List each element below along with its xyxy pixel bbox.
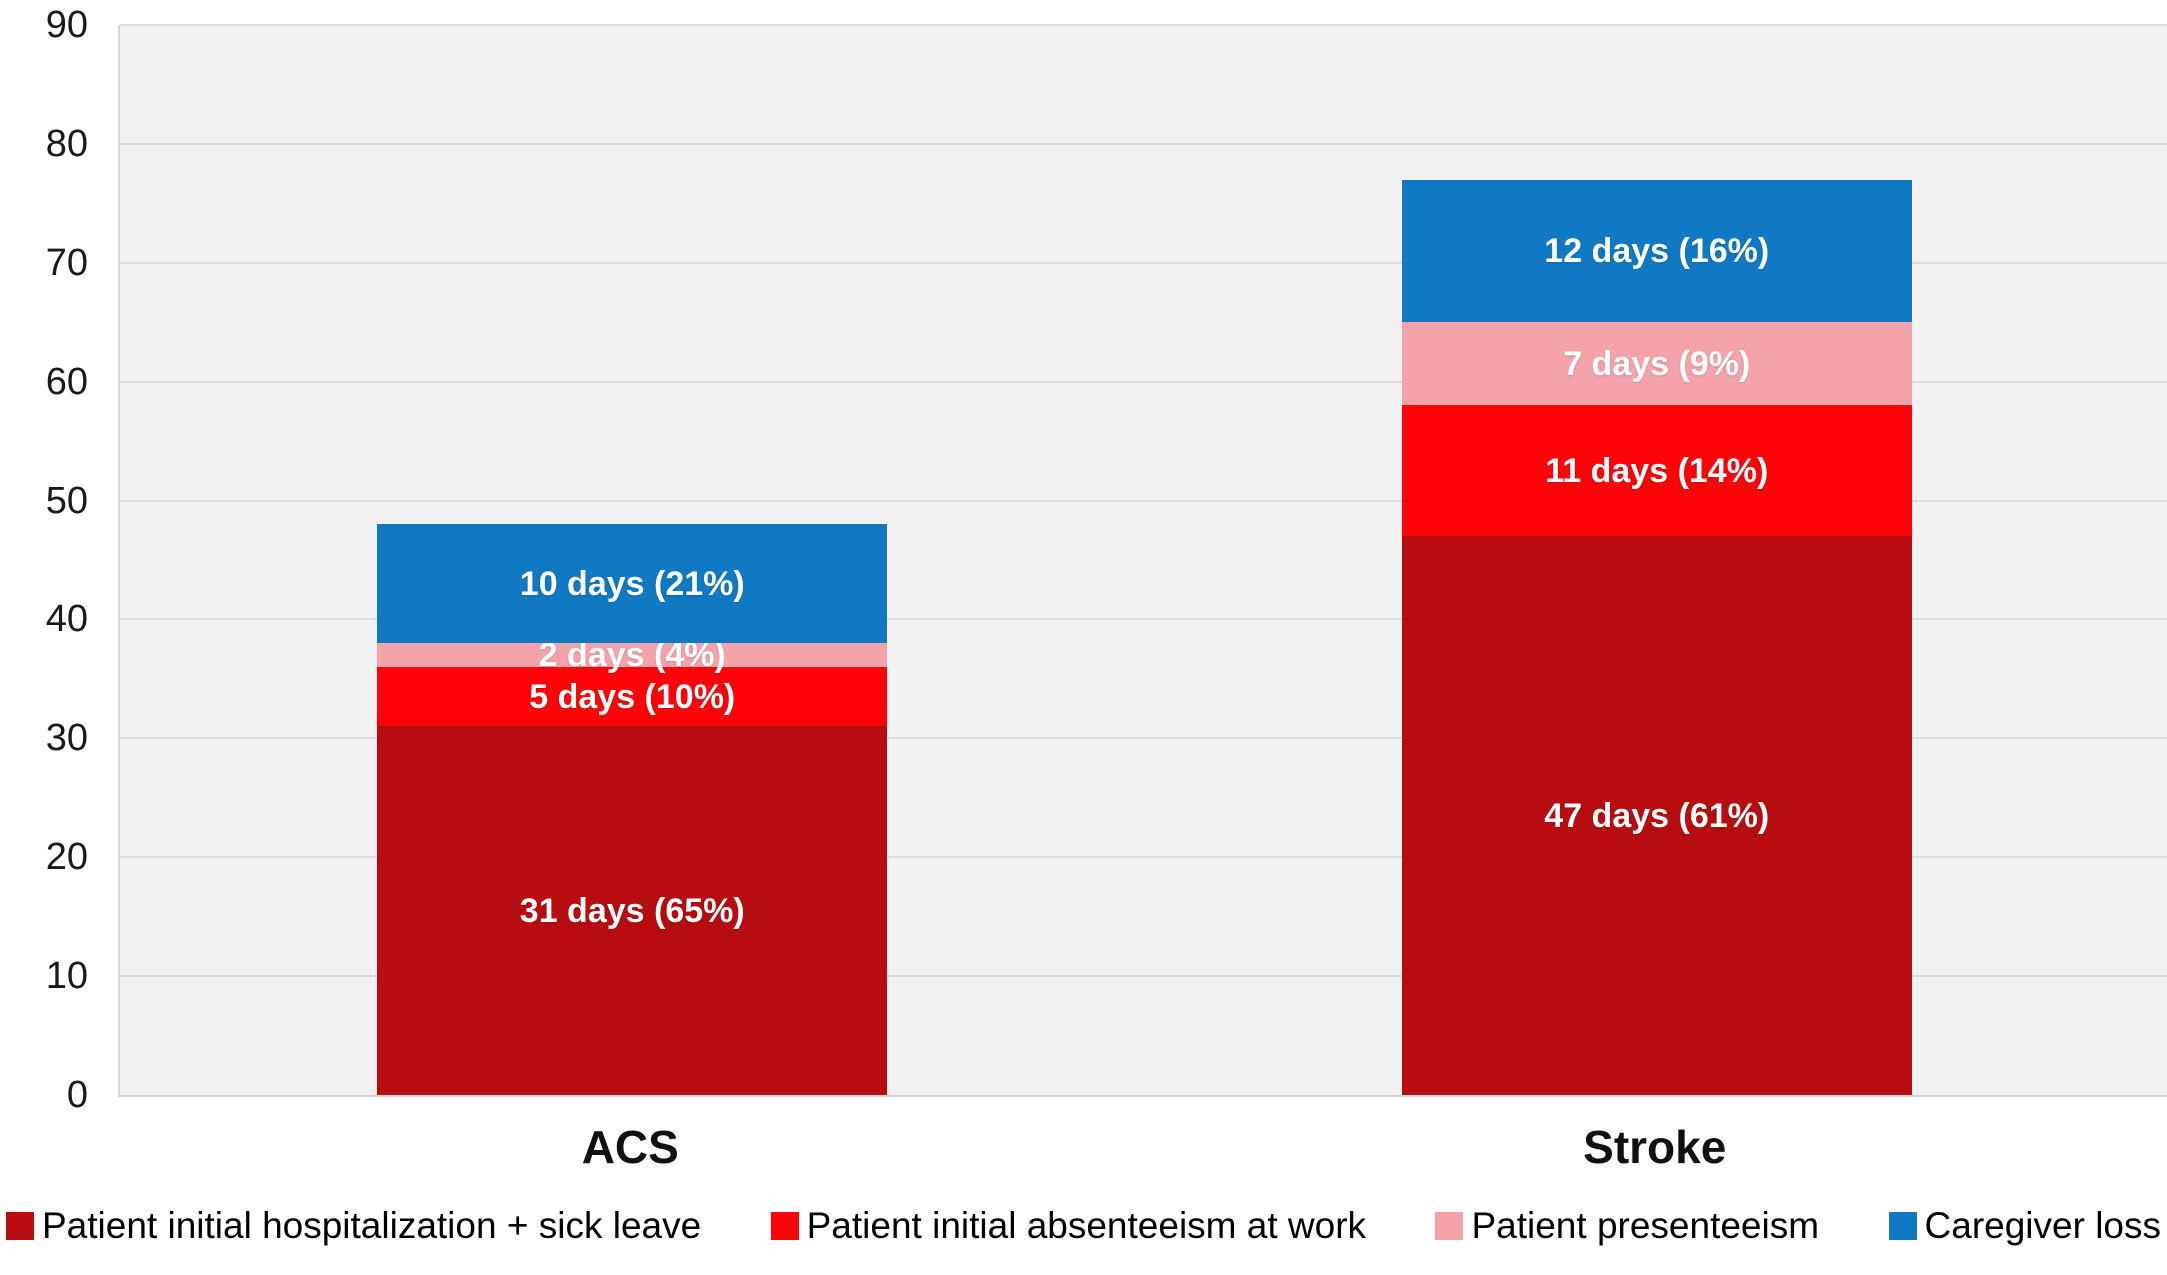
- gridline-90: [120, 24, 2167, 26]
- y-tick-label-80: 80: [45, 122, 88, 165]
- bars-layer: 31 days (65%) 5 days (10%) 2 days (4%) 10 d…: [120, 25, 2167, 1095]
- segment-stroke-series-1: 11 days (14%): [1401, 405, 1912, 537]
- bar-stroke: 47 days (61%) 11 days (14%) 7 days (9%) 12 …: [1401, 179, 1912, 1095]
- gridline-10: [120, 975, 2167, 978]
- chart-legend: Patient initial hospitalization + sick l…: [6, 1205, 2161, 1247]
- legend-item-2: Patient presenteeism: [1435, 1205, 1819, 1247]
- bar-acs: 31 days (65%) 5 days (10%) 2 days (4%) 10 d…: [377, 524, 888, 1095]
- legend-swatch-icon: [1435, 1212, 1464, 1240]
- segment-stroke-series-2: 7 days (9%): [1401, 322, 1912, 406]
- legend-item-0: Patient initial hospitalization + sick l…: [6, 1205, 701, 1247]
- segment-label: 47 days (61%): [1544, 796, 1770, 835]
- y-axis: 0 10 20 30 40 50 60 70 80 90: [0, 6, 100, 1114]
- legend-label: Patient presenteeism: [1471, 1205, 1820, 1246]
- gridline-70: [120, 261, 2167, 264]
- segment-acs-series-0: 31 days (65%): [377, 726, 888, 1095]
- y-tick-label-30: 30: [45, 717, 88, 760]
- gridline-60: [120, 380, 2167, 383]
- category-label-stroke: Stroke: [1583, 1121, 1727, 1173]
- bar-column-stroke: 47 days (61%) 11 days (14%) 7 days (9%) 12 …: [1145, 25, 2167, 1095]
- y-tick-label-40: 40: [45, 598, 88, 641]
- legend-label: Patient initial absenteeism at work: [806, 1205, 1367, 1246]
- y-tick-label-20: 20: [45, 836, 88, 879]
- y-tick-label-50: 50: [45, 479, 88, 522]
- y-tick-label-10: 10: [45, 955, 88, 998]
- legend-item-1: Patient initial absenteeism at work: [770, 1205, 1367, 1247]
- segment-label: 12 days (16%): [1544, 231, 1770, 270]
- legend-label: Patient initial hospitalization + sick l…: [42, 1205, 702, 1246]
- gridline-50: [120, 499, 2167, 502]
- bar-column-acs: 31 days (65%) 5 days (10%) 2 days (4%) 10 d…: [120, 25, 1145, 1095]
- y-tick-label-0: 0: [66, 1074, 88, 1116]
- legend-swatch-icon: [6, 1212, 34, 1240]
- legend-swatch-icon: [770, 1212, 799, 1240]
- segment-label: 7 days (9%): [1563, 344, 1751, 383]
- legend-label: Caregiver loss: [1924, 1205, 2161, 1246]
- segment-label: 11 days (14%): [1545, 451, 1769, 490]
- gridline-80: [120, 142, 2167, 145]
- y-tick-label-90: 90: [45, 4, 88, 46]
- legend-swatch-icon: [1888, 1212, 1917, 1240]
- legend-item-3: Caregiver loss: [1888, 1205, 2161, 1247]
- segment-label: 31 days (65%): [519, 891, 745, 930]
- gridline-20: [120, 856, 2167, 859]
- segment-acs-series-2: 2 days (4%): [377, 638, 888, 672]
- category-label-acs: ACS: [581, 1121, 679, 1173]
- segment-stroke-series-3: 12 days (16%): [1401, 179, 1912, 323]
- gridline-40: [120, 618, 2167, 621]
- segment-stroke-series-0: 47 days (61%): [1401, 536, 1912, 1095]
- segment-label: 10 days (21%): [519, 564, 745, 603]
- segment-acs-series-1: 5 days (10%): [377, 667, 888, 727]
- gridline-30: [120, 737, 2167, 740]
- segment-acs-series-3: 10 days (21%): [377, 524, 888, 644]
- y-tick-label-60: 60: [45, 360, 88, 403]
- segment-label: 5 days (10%): [529, 677, 736, 716]
- y-tick-label-70: 70: [45, 241, 88, 284]
- x-axis-labels: ACS Stroke: [118, 1120, 2167, 1174]
- plot-area: 31 days (65%) 5 days (10%) 2 days (4%) 10 d…: [118, 24, 2167, 1097]
